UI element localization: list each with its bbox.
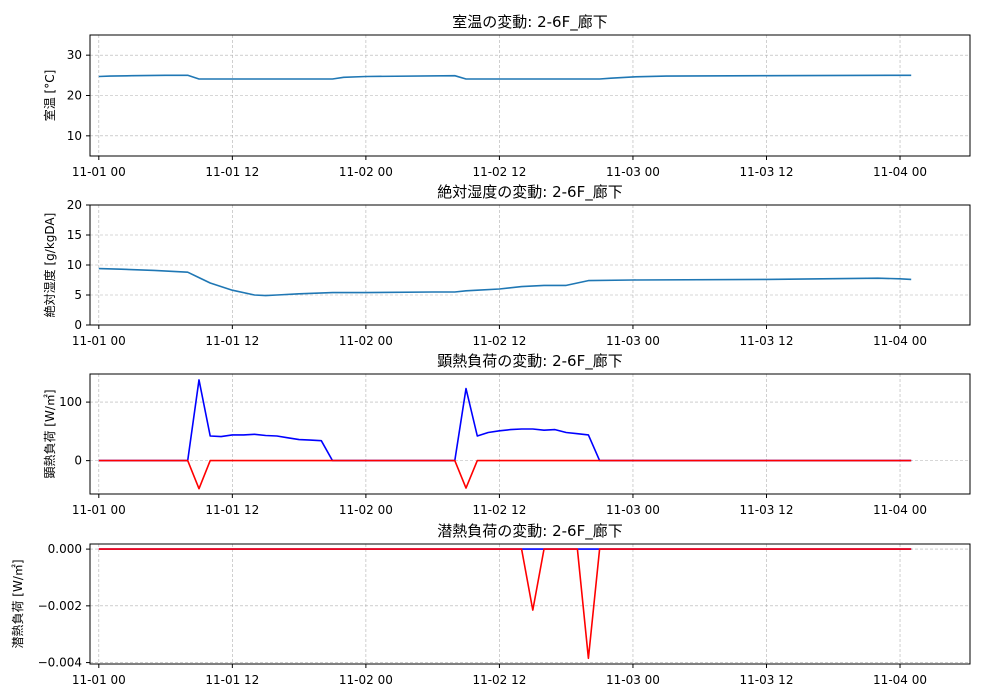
x-tick-label: 11-01 12 <box>205 673 259 687</box>
x-tick-label: 11-02 12 <box>472 503 526 517</box>
x-tick-label: 11-01 00 <box>72 503 126 517</box>
room-temperature-panel: 室温の変動: 2-6F_廊下 室温 [°C] 11-01 00 11-01 12 1… <box>42 13 971 179</box>
x-tick-label: 11-01 12 <box>205 165 259 179</box>
sensible-heat-load-series-line-0 <box>98 379 912 462</box>
x-tick-label: 11-03 00 <box>606 165 660 179</box>
y-tick-label: 20 <box>67 198 82 212</box>
x-tick-label: 11-01 00 <box>72 673 126 687</box>
x-tick-label: 11-02 00 <box>339 165 393 179</box>
sensible-heat-load-panel: 顕熱負荷の変動: 2-6F_廊下 顕熱負荷 [W/㎡] 11-01 00 11-0… <box>43 352 971 517</box>
latent-heat-load-series-line-1 <box>98 548 912 660</box>
x-tick-label: 11-04 00 <box>873 165 927 179</box>
x-tick-label: 11-03 12 <box>740 165 794 179</box>
y-tick-label: 0.000 <box>48 542 82 556</box>
y-tick-label: 100 <box>59 395 82 409</box>
x-tick-label: 11-04 00 <box>873 673 927 687</box>
y-tick-label: 10 <box>67 129 82 143</box>
x-tick-label: 11-02 12 <box>472 165 526 179</box>
x-tick-label: 11-02 00 <box>339 503 393 517</box>
x-tick-label: 11-04 00 <box>873 334 927 348</box>
x-tick-label: 11-04 00 <box>873 503 927 517</box>
latent-heat-load-title: 潜熱負荷の変動: 2-6F_廊下 <box>437 522 622 541</box>
x-tick-label: 11-01 12 <box>205 503 259 517</box>
plot-area-frame <box>89 543 971 665</box>
x-tick-label: 11-03 00 <box>606 673 660 687</box>
absolute-humidity-panel: 絶対湿度の変動: 2-6F_廊下 絶対湿度 [g/kgDA] 11-01 00 1… <box>42 183 971 348</box>
x-tick-label: 11-01 00 <box>72 165 126 179</box>
x-tick-label: 11-01 00 <box>72 334 126 348</box>
sensible-heat-load-ylabel: 顕熱負荷 [W/㎡] <box>43 389 57 478</box>
sensible-heat-load-series-line-1 <box>98 459 912 490</box>
latent-heat-load-ylabel: 潜熱負荷 [W/㎡] <box>11 559 25 648</box>
y-tick-label: 5 <box>74 288 82 302</box>
latent-heat-load-panel: 潜熱負荷の変動: 2-6F_廊下 潜熱負荷 [W/㎡] 11-01 00 11-0… <box>11 522 971 687</box>
room-temperature-series-line-0 <box>98 74 912 80</box>
x-tick-label: 11-01 12 <box>205 334 259 348</box>
x-tick-label: 11-02 12 <box>472 334 526 348</box>
room-temperature-ylabel: 室温 [°C] <box>42 70 57 122</box>
x-tick-label: 11-02 12 <box>472 673 526 687</box>
absolute-humidity-title: 絶対湿度の変動: 2-6F_廊下 <box>437 183 622 202</box>
x-tick-label: 11-03 00 <box>606 334 660 348</box>
y-tick-label: 0 <box>74 454 82 468</box>
x-tick-label: 11-03 00 <box>606 503 660 517</box>
y-tick-label: −0.002 <box>38 599 82 613</box>
x-tick-label: 11-03 12 <box>740 673 794 687</box>
y-tick-label: 30 <box>67 48 82 62</box>
x-tick-label: 11-03 12 <box>740 334 794 348</box>
absolute-humidity-series-line-0 <box>98 267 912 297</box>
x-tick-label: 11-03 12 <box>740 503 794 517</box>
plot-area-frame <box>89 204 971 326</box>
y-tick-label: 20 <box>67 89 82 103</box>
sensible-heat-load-title: 顕熱負荷の変動: 2-6F_廊下 <box>437 352 622 371</box>
absolute-humidity-ylabel: 絶対湿度 [g/kgDA] <box>42 213 57 318</box>
room-temperature-title: 室温の変動: 2-6F_廊下 <box>452 13 607 32</box>
y-tick-label: 10 <box>67 258 82 272</box>
y-tick-label: −0.004 <box>38 656 82 670</box>
x-tick-label: 11-02 00 <box>339 334 393 348</box>
y-tick-label: 0 <box>74 318 82 332</box>
plot-area-frame <box>89 373 971 495</box>
y-tick-label: 15 <box>67 228 82 242</box>
x-tick-label: 11-02 00 <box>339 673 393 687</box>
plot-area-frame <box>89 34 971 157</box>
